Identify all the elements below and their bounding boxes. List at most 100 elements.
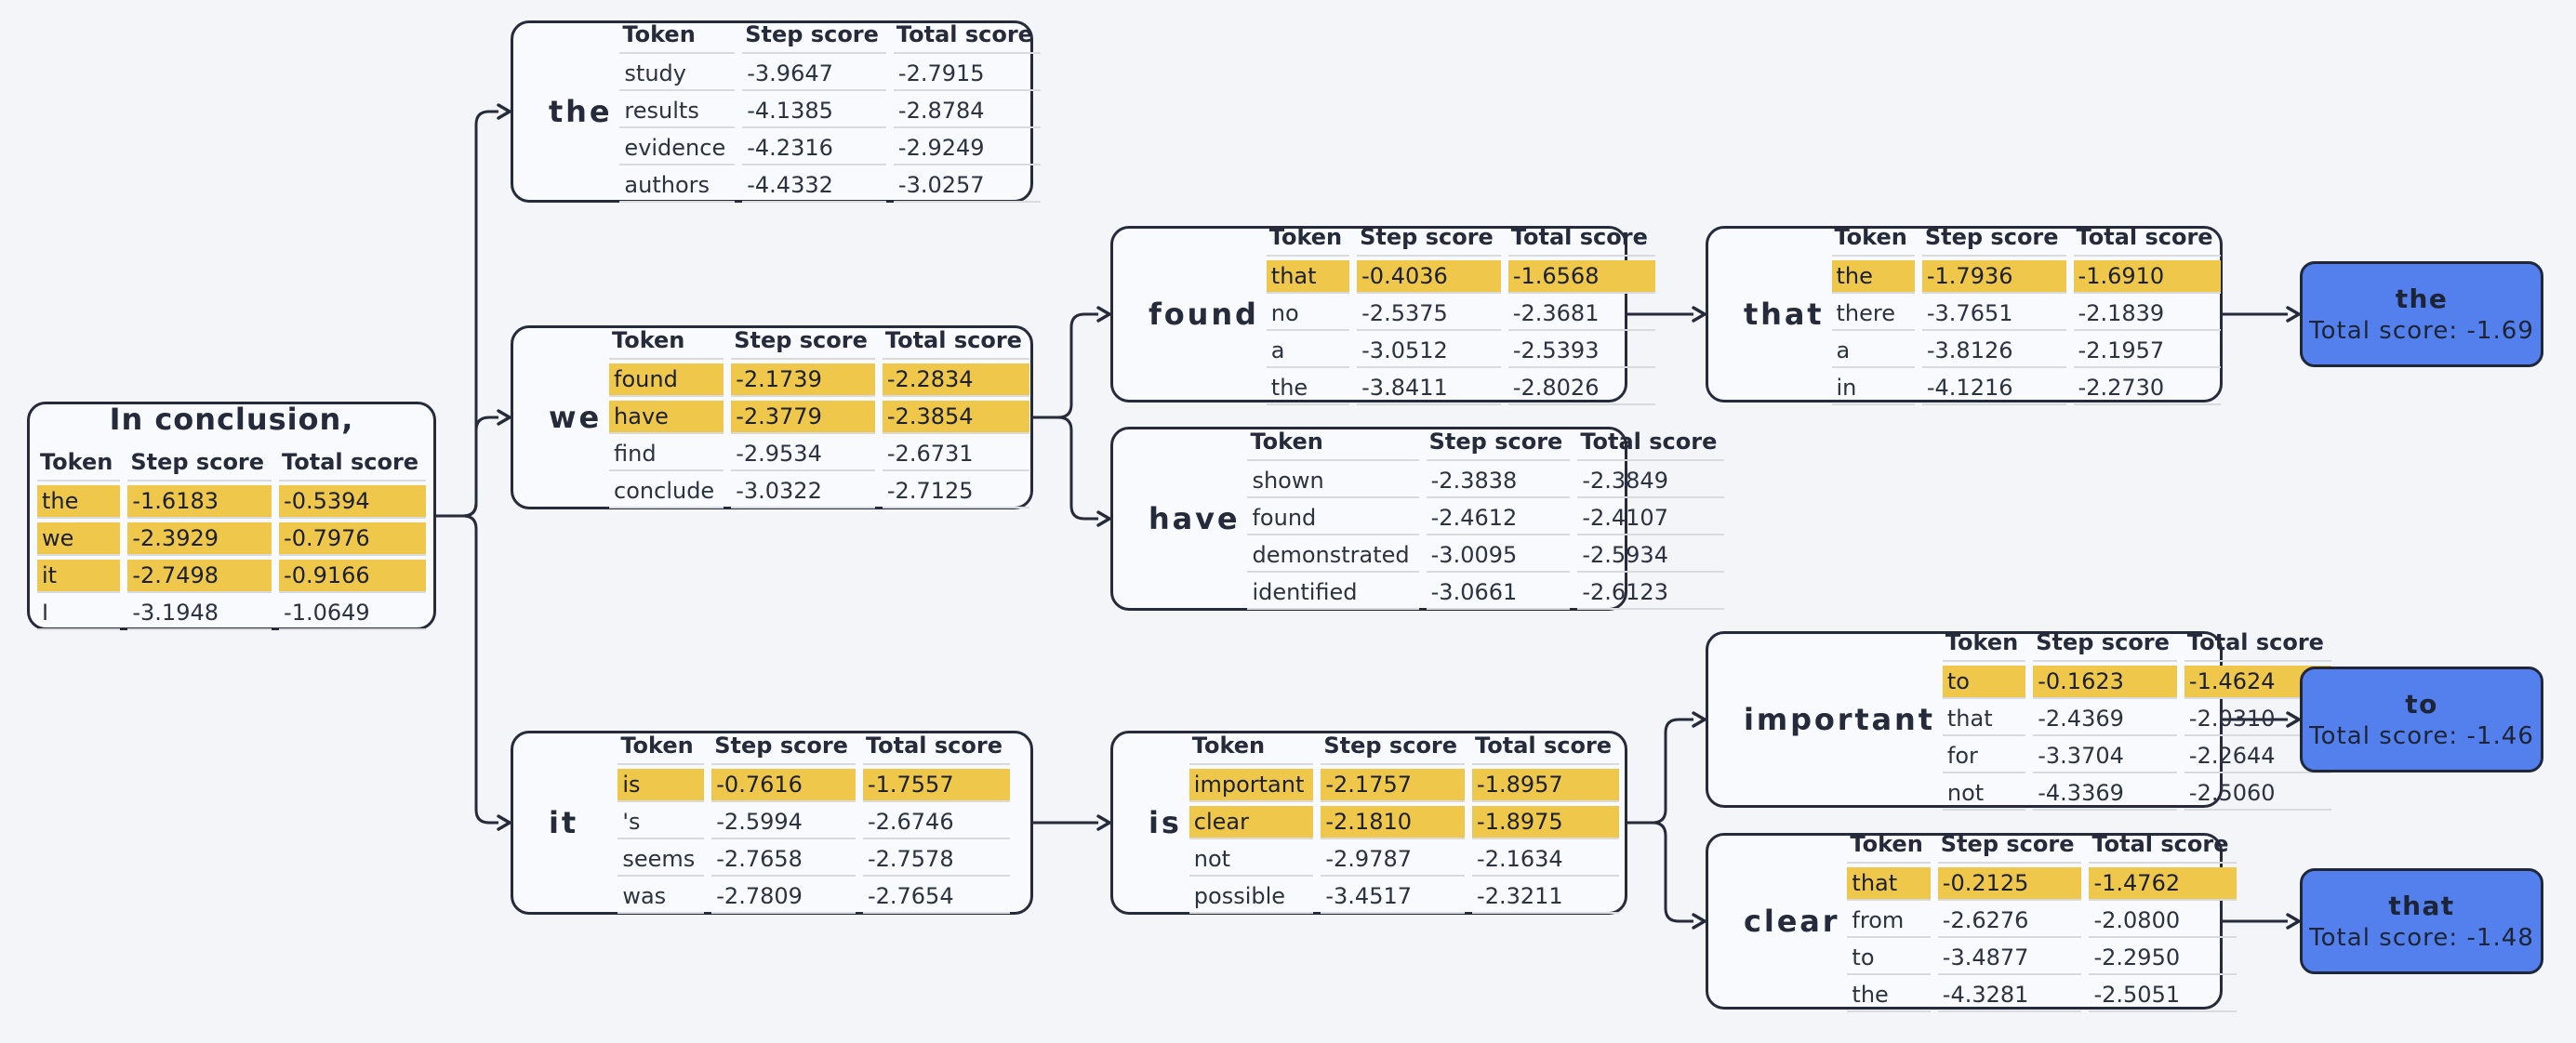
node-root: In conclusion, Token Step score Total sc… xyxy=(27,402,436,630)
connector-root-to-we xyxy=(436,409,511,518)
step-score-cell: -2.1739 xyxy=(731,363,875,397)
token-cell: found xyxy=(609,363,724,397)
step-score-cell: -2.4369 xyxy=(2033,703,2177,736)
node-have: have Token Step score Total score shown … xyxy=(1110,427,1725,611)
table-row: not -4.3369 -2.5060 xyxy=(1942,777,2331,811)
table-row: have -2.3779 -2.3854 xyxy=(609,401,1029,434)
token-cell: to xyxy=(1847,942,1931,975)
token-cell: shown xyxy=(1247,465,1419,498)
node-label: have xyxy=(1149,501,1241,536)
table-row: the -4.3281 -2.5051 xyxy=(1847,979,2237,1012)
token-cell: found xyxy=(1247,502,1419,535)
table-row: I -3.1948 -1.0649 xyxy=(37,597,427,630)
step-score-cell: -4.4332 xyxy=(742,169,886,203)
total-score-cell: -2.2644 xyxy=(2184,740,2331,773)
total-score-cell: -2.5051 xyxy=(2089,979,2237,1012)
step-score-cell: -2.1757 xyxy=(1321,769,1466,802)
token-cell: seems xyxy=(617,843,705,877)
table-row: demonstrated -3.0095 -2.5934 xyxy=(1247,539,1725,573)
node-we: we Token Step score Total score found -2… xyxy=(511,325,1033,509)
table-row: no -2.5375 -2.3681 xyxy=(1266,297,1655,331)
token-cell: the xyxy=(1847,979,1931,1012)
table-row: seems -2.7658 -2.7578 xyxy=(617,843,1010,877)
total-score-cell: -2.0310 xyxy=(2184,703,2331,736)
total-score-cell: -0.7976 xyxy=(279,522,427,556)
token-cell: not xyxy=(1942,777,2026,811)
table-row: not -2.9787 -2.1634 xyxy=(1188,843,1620,877)
column-header-token: Token xyxy=(1247,428,1419,461)
score-table-body: to -0.1623 -1.4624 that -2.4369 -2.0310 … xyxy=(1942,666,2331,811)
step-score-cell: -3.1948 xyxy=(127,597,272,630)
score-table-header: Token Step score Total score xyxy=(609,326,1029,360)
table-row: results -4.1385 -2.8784 xyxy=(619,95,1041,128)
column-header-token: Token xyxy=(609,326,724,360)
score-table-body: important -2.1757 -1.8957 clear -2.1810 … xyxy=(1188,769,1620,914)
score-table-body: found -2.1739 -2.2834 have -2.3779 -2.38… xyxy=(609,363,1029,508)
step-score-cell: -2.4612 xyxy=(1426,502,1571,535)
table-row: was -2.7809 -2.7654 xyxy=(617,880,1010,914)
total-score-cell: -1.4762 xyxy=(2089,867,2237,901)
column-header-total-score: Total score xyxy=(862,732,1010,765)
token-cell: results xyxy=(619,95,736,128)
token-cell: evidence xyxy=(619,132,736,165)
column-header-step-score: Step score xyxy=(127,448,272,482)
total-score-cell: -2.7654 xyxy=(862,880,1010,914)
table-row: that -0.2125 -1.4762 xyxy=(1847,867,2237,901)
node-label: clear xyxy=(1744,904,1840,939)
step-score-cell: -4.3281 xyxy=(1937,979,2082,1012)
total-score-cell: -2.1839 xyxy=(2073,297,2221,331)
total-score-cell: -2.5060 xyxy=(2184,777,2331,811)
token-cell: a xyxy=(1831,335,1915,368)
table-row: possible -3.4517 -2.3211 xyxy=(1188,880,1620,914)
table-row: conclude -3.0322 -2.7125 xyxy=(609,475,1029,508)
token-cell: we xyxy=(37,522,121,556)
step-score-cell: -3.0322 xyxy=(731,475,875,508)
step-score-cell: -2.7498 xyxy=(127,560,272,593)
table-row: the -1.6183 -0.5394 xyxy=(37,485,427,519)
total-score-cell: -2.8026 xyxy=(1507,372,1655,405)
token-cell: not xyxy=(1188,843,1314,877)
table-row: found -2.1739 -2.2834 xyxy=(609,363,1029,397)
total-score-cell: -3.0257 xyxy=(893,169,1041,203)
column-header-step-score: Step score xyxy=(1921,223,2066,257)
column-header-step-score: Step score xyxy=(1321,732,1466,765)
total-score-cell: -2.0800 xyxy=(2089,904,2237,938)
step-score-cell: -4.1385 xyxy=(742,95,886,128)
step-score-cell: -3.0512 xyxy=(1357,335,1501,368)
column-header-token: Token xyxy=(1266,223,1350,257)
table-row: clear -2.1810 -1.8975 xyxy=(1188,806,1620,839)
table-row: that -2.4369 -2.0310 xyxy=(1942,703,2331,736)
table-row: to -3.4877 -2.2950 xyxy=(1847,942,2237,975)
score-table: Token Step score Total score study -3.96… xyxy=(612,17,1048,206)
step-score-cell: -0.4036 xyxy=(1357,260,1501,294)
score-table: Token Step score Total score is -0.7616 … xyxy=(610,728,1017,918)
step-score-cell: -4.3369 xyxy=(2033,777,2177,811)
token-cell: clear xyxy=(1188,806,1314,839)
total-score-cell: -2.5934 xyxy=(1577,539,1725,573)
score-table: Token Step score Total score the -1.6183… xyxy=(30,444,433,634)
step-score-cell: -3.8411 xyxy=(1357,372,1501,405)
column-header-token: Token xyxy=(1831,223,1915,257)
column-header-token: Token xyxy=(1942,628,2026,662)
column-header-step-score: Step score xyxy=(1937,830,2082,864)
token-cell: is xyxy=(617,769,705,802)
score-table-header: Token Step score Total score xyxy=(619,20,1041,54)
step-score-cell: -2.3779 xyxy=(731,401,875,434)
table-row: 's -2.5994 -2.6746 xyxy=(617,806,1010,839)
token-cell: that xyxy=(1266,260,1350,294)
step-score-cell: -2.7658 xyxy=(711,843,856,877)
node-label: that xyxy=(1744,297,1825,332)
table-row: is -0.7616 -1.7557 xyxy=(617,769,1010,802)
column-header-total-score: Total score xyxy=(1507,223,1655,257)
total-score-cell: -2.4107 xyxy=(1577,502,1725,535)
step-score-cell: -3.7651 xyxy=(1921,297,2066,331)
token-cell: important xyxy=(1188,769,1314,802)
table-row: find -2.9534 -2.6731 xyxy=(609,438,1029,471)
score-table: Token Step score Total score that -0.403… xyxy=(1259,219,1663,409)
token-cell: in xyxy=(1831,372,1915,405)
node-found: found Token Step score Total score that … xyxy=(1110,224,1655,405)
table-row: important -2.1757 -1.8957 xyxy=(1188,769,1620,802)
score-table: Token Step score Total score important -… xyxy=(1182,728,1627,918)
total-score-cell: -2.6731 xyxy=(882,438,1029,471)
total-score-cell: -2.9249 xyxy=(893,132,1041,165)
